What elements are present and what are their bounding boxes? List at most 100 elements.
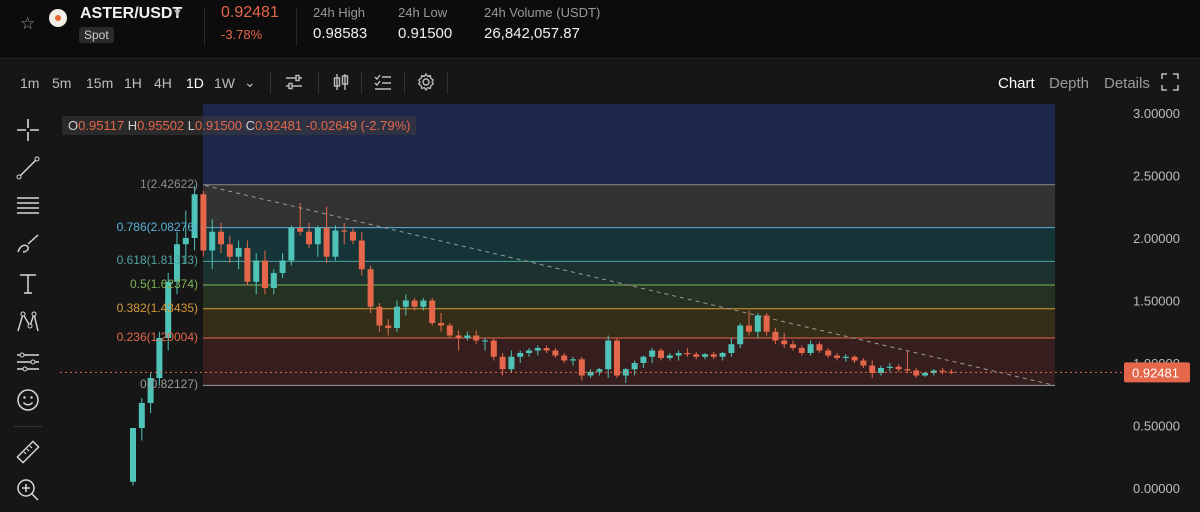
candle-body xyxy=(851,356,858,361)
candle-type-icon[interactable] xyxy=(331,72,351,97)
candle xyxy=(719,351,726,361)
candle xyxy=(754,313,761,338)
candle xyxy=(244,240,251,286)
candle xyxy=(939,368,946,375)
candle-body xyxy=(710,354,717,357)
timeframe-1d[interactable]: 1D xyxy=(186,75,204,91)
last-price-tag-label: 0.92481 xyxy=(1132,365,1179,380)
price-chart[interactable]: 3.000002.500002.000001.500001.000000.500… xyxy=(0,0,1200,498)
candle-body xyxy=(138,403,145,428)
ohlc-close: 0.92481 xyxy=(255,118,303,133)
fib-label: 0.618(1.81313) xyxy=(116,253,198,268)
settings-icon[interactable] xyxy=(416,72,436,97)
candle-body xyxy=(244,248,251,282)
candle xyxy=(878,365,884,376)
candle xyxy=(570,356,576,366)
candle xyxy=(737,323,744,348)
candle-body xyxy=(895,366,902,370)
candle-body xyxy=(306,231,312,245)
candle-body xyxy=(394,306,400,328)
candle-body xyxy=(860,360,867,366)
pair-selector[interactable]: ASTER/USDT xyxy=(80,5,183,22)
timeframe-4h[interactable]: 4H xyxy=(154,75,172,91)
timeframe-5m[interactable]: 5m xyxy=(52,75,72,91)
candle xyxy=(464,331,471,341)
caret-down-icon[interactable]: ▼ xyxy=(172,7,183,19)
candle-body xyxy=(614,340,620,376)
fib-label: 0.5(1.62374) xyxy=(129,277,198,292)
candle xyxy=(834,353,840,361)
candle-body xyxy=(666,355,673,358)
candle-body xyxy=(746,325,752,332)
ohlc-high-label: H xyxy=(127,118,138,133)
chevron-down-icon[interactable]: ⌄ xyxy=(244,74,256,90)
trendline-icon[interactable] xyxy=(14,154,42,182)
fib-lines-icon[interactable] xyxy=(14,192,42,220)
candle-body xyxy=(464,335,471,338)
tab-chart[interactable]: Chart xyxy=(998,75,1035,92)
ruler-icon[interactable] xyxy=(14,438,42,466)
candle-body xyxy=(693,354,700,357)
candle xyxy=(728,338,735,357)
y-tick-label: 3.00000 xyxy=(1133,106,1180,121)
tab-depth[interactable]: Depth xyxy=(1049,75,1090,92)
candle-body xyxy=(402,300,409,307)
candle-body xyxy=(411,300,418,307)
candle-body xyxy=(763,315,770,332)
toolbar-divider xyxy=(318,72,319,94)
fib-zone xyxy=(203,184,1055,228)
candle-body xyxy=(798,348,805,353)
candle-body xyxy=(561,355,568,361)
timeframe-15m[interactable]: 15m xyxy=(86,75,114,91)
candle xyxy=(411,298,418,311)
candle xyxy=(614,338,620,378)
zoom-in-icon[interactable] xyxy=(14,476,42,504)
candle-body xyxy=(772,331,779,341)
candle xyxy=(376,303,383,332)
candle xyxy=(631,360,638,376)
candle-body xyxy=(640,356,647,363)
candle xyxy=(781,333,788,348)
brush-icon[interactable] xyxy=(14,230,42,258)
pattern-icon[interactable] xyxy=(14,308,42,336)
candle-body xyxy=(728,344,735,353)
toolbar-divider xyxy=(270,72,271,94)
candle xyxy=(279,253,286,278)
candle-body xyxy=(218,231,224,245)
candle xyxy=(587,369,594,378)
candle-body xyxy=(534,348,541,351)
favorite-star-icon[interactable]: ☆ xyxy=(20,14,36,33)
fullscreen-icon[interactable] xyxy=(1160,72,1180,97)
candle-body xyxy=(526,350,532,353)
candle-body xyxy=(288,228,295,261)
timeframe-1m[interactable]: 1m xyxy=(20,75,40,91)
tab-details[interactable]: Details xyxy=(1104,75,1150,92)
timeframe-1w[interactable]: 1W xyxy=(214,75,235,91)
checklist-icon[interactable] xyxy=(373,72,393,97)
candle-body xyxy=(719,353,726,357)
indicator-icon[interactable] xyxy=(284,72,304,97)
y-tick-label: 0.00000 xyxy=(1133,481,1180,496)
candle-body xyxy=(482,340,488,342)
candle xyxy=(332,225,339,261)
measure-lines-icon[interactable] xyxy=(14,348,42,376)
emoji-icon[interactable] xyxy=(14,386,42,414)
candle xyxy=(297,203,304,236)
candle-body xyxy=(781,340,788,345)
timeframe-1h[interactable]: 1H xyxy=(124,75,142,91)
candle xyxy=(156,331,163,386)
candle xyxy=(209,219,216,270)
candle xyxy=(358,231,365,276)
candle xyxy=(684,348,691,357)
candle xyxy=(218,223,224,253)
crosshair-icon[interactable] xyxy=(14,116,42,144)
candle xyxy=(816,341,823,353)
candle-body xyxy=(675,353,682,356)
chart-toolbar: 1m 5m 15m 1H 4H 1D 1W ⌄ Chart Depth Deta… xyxy=(0,68,1200,100)
ohlc-low: 0.91500 xyxy=(195,118,243,133)
fib-zone xyxy=(203,308,1055,338)
text-icon[interactable] xyxy=(14,270,42,298)
candle xyxy=(473,330,480,345)
ohlc-change-pct: (-2.79%) xyxy=(360,118,411,133)
candle-body xyxy=(816,344,823,351)
